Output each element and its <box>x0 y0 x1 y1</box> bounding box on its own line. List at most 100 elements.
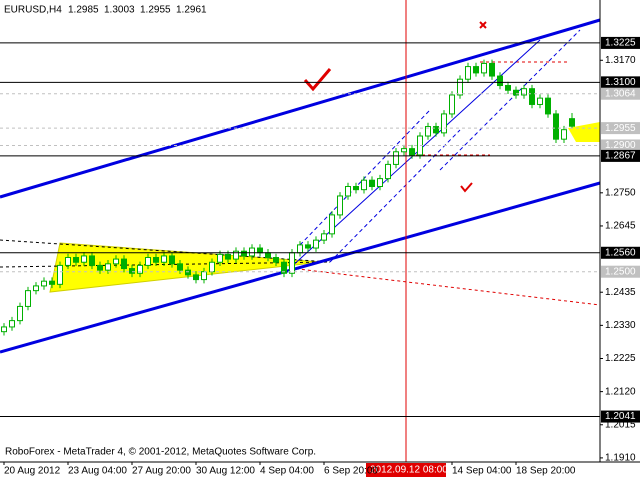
candle-body <box>529 88 535 105</box>
level-label: 1.2500 <box>605 266 636 277</box>
level-label-box <box>601 139 640 152</box>
candle-body <box>49 280 55 285</box>
check-mark <box>460 182 473 193</box>
y-tick-label: 1.2645 <box>605 221 636 232</box>
symbol: EURUSD,H4 <box>4 5 62 16</box>
candle-body <box>521 88 527 96</box>
x-tick-label: 30 Aug 12:00 <box>196 466 255 477</box>
candle-body <box>313 239 319 249</box>
candle-body <box>73 257 79 263</box>
level-label: 1.2560 <box>605 247 636 258</box>
header-open: 1.2985 <box>68 5 99 16</box>
candle-body <box>113 258 119 265</box>
channel-line <box>0 18 601 199</box>
level-label-box <box>601 149 640 162</box>
candle-body <box>481 62 487 74</box>
candle-body <box>433 126 439 134</box>
candle-body <box>177 263 183 271</box>
x-tick-label: 27 Aug 20:00 <box>132 466 191 477</box>
level-label-box <box>601 410 640 423</box>
cursor-label: 2012.09.12 08:00 <box>370 465 448 476</box>
y-tick-label: 1.3170 <box>605 55 636 66</box>
level-label: 1.3225 <box>605 38 636 49</box>
level-label-box <box>601 265 640 278</box>
header-low: 1.2955 <box>140 5 171 16</box>
y-tick-label: 1.2120 <box>605 386 636 397</box>
trend-line <box>0 239 331 263</box>
candle-body <box>449 94 455 115</box>
candle-body <box>385 163 391 180</box>
y-tick-label: 1.2330 <box>605 320 636 331</box>
candle-body <box>289 252 295 274</box>
candle-body <box>337 195 343 216</box>
level-label-box <box>601 76 640 89</box>
candle-body <box>249 247 255 257</box>
level-label: 1.2900 <box>605 140 636 151</box>
candle-body <box>361 179 367 191</box>
candle-body <box>145 257 151 266</box>
candle-body <box>57 264 63 285</box>
candle-body <box>209 261 215 273</box>
candle-body <box>545 97 551 115</box>
candle-body <box>41 280 47 287</box>
candle-body <box>569 118 575 127</box>
check-mark <box>303 68 332 92</box>
trend-line <box>329 129 461 263</box>
candle-body <box>265 252 271 259</box>
y-tick-label: 1.2225 <box>605 353 636 364</box>
level-label: 1.3064 <box>605 88 636 99</box>
trend-line <box>299 109 431 246</box>
candle-body <box>553 113 559 140</box>
candle-body <box>425 126 431 137</box>
candle-body <box>441 113 447 134</box>
candle-body <box>81 255 87 263</box>
candle-body <box>105 263 111 271</box>
level-label-box <box>601 122 640 135</box>
candle-body <box>161 255 167 263</box>
x-tick-label: 6 Sep 20:00 <box>324 466 378 477</box>
y-tick-label: 1.1910 <box>605 453 636 464</box>
candle-body <box>153 257 159 263</box>
cross-mark <box>479 21 487 29</box>
y-tick-label: 1.2015 <box>605 419 636 430</box>
candle-body <box>513 89 519 96</box>
candle-body <box>497 75 503 87</box>
footer: RoboForex - MetaTrader 4, © 2001-2012, M… <box>5 447 316 458</box>
candle-body <box>65 257 71 266</box>
candle-body <box>561 129 567 140</box>
candle-body <box>401 148 407 153</box>
candle-body <box>185 269 191 276</box>
candle-body <box>241 250 247 257</box>
candle-body <box>129 268 135 274</box>
trend-line <box>439 29 581 171</box>
candle-body <box>225 253 231 260</box>
candle-body <box>257 247 263 254</box>
candle-body <box>537 97 543 105</box>
level-label-box <box>601 87 640 100</box>
candle-body <box>465 66 471 80</box>
candle-body <box>89 255 95 266</box>
header-high: 1.3003 <box>104 5 135 16</box>
level-label-box <box>601 246 640 259</box>
level-label: 1.2955 <box>605 123 636 134</box>
candle-body <box>505 85 511 91</box>
level-label: 1.2867 <box>605 151 636 162</box>
candle-body <box>217 253 223 263</box>
channel-line <box>0 181 601 354</box>
cursor-label-box <box>366 463 446 477</box>
candle-body <box>353 186 359 191</box>
level-label: 1.2041 <box>605 411 636 422</box>
candle-body <box>305 244 311 249</box>
candle-body <box>97 264 103 271</box>
candle-body <box>33 285 39 292</box>
candle-body <box>9 320 15 328</box>
trend-line <box>0 261 331 268</box>
candles <box>1 59 575 336</box>
candle-body <box>169 255 175 265</box>
y-tick-label: 1.2750 <box>605 187 636 198</box>
x-tick-label: 18 Sep 20:00 <box>516 466 576 477</box>
x-tick-label: 23 Aug 04:00 <box>68 466 127 477</box>
x-tick-label: 14 Sep 04:00 <box>452 466 512 477</box>
candle-body <box>377 178 383 188</box>
